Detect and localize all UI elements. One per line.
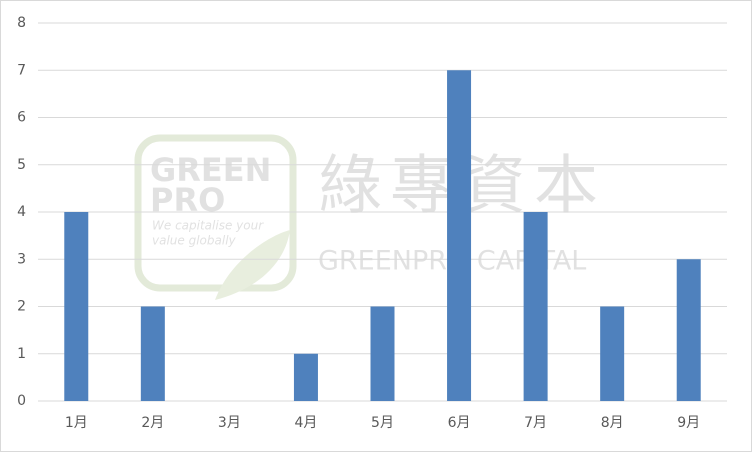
x-tick-label: 2月 xyxy=(141,415,164,431)
bar xyxy=(64,212,89,401)
bar xyxy=(370,306,395,401)
x-tick-label: 6月 xyxy=(448,415,471,431)
x-tick-label: 8月 xyxy=(601,415,624,431)
bar xyxy=(600,306,625,401)
watermark-tagline: We capitalise your xyxy=(152,219,264,233)
watermark-logo-frame xyxy=(134,134,297,292)
bar xyxy=(447,70,472,401)
x-tick-label: 5月 xyxy=(371,415,394,431)
watermark-leaf xyxy=(215,230,290,300)
x-tick-label: 7月 xyxy=(524,415,547,431)
y-tick-label: 6 xyxy=(17,110,26,126)
watermark-logo: PRO xyxy=(150,181,225,219)
y-tick-label: 2 xyxy=(17,299,26,315)
x-tick-label: 4月 xyxy=(294,415,317,431)
y-tick-label: 3 xyxy=(17,251,26,267)
watermark-logo: GREEN xyxy=(150,151,271,189)
bar xyxy=(523,212,548,401)
y-tick-label: 4 xyxy=(17,204,26,220)
x-tick-label: 9月 xyxy=(677,415,700,431)
bar xyxy=(676,259,701,401)
y-tick-label: 0 xyxy=(17,393,26,409)
y-tick-label: 1 xyxy=(17,346,26,362)
x-tick-label: 1月 xyxy=(65,415,88,431)
y-tick-label: 7 xyxy=(17,62,26,78)
bar xyxy=(293,353,318,401)
watermark-tagline: value globally xyxy=(152,234,237,248)
x-tick-label: 3月 xyxy=(218,415,241,431)
y-tick-label: 5 xyxy=(17,157,26,173)
bar xyxy=(140,306,165,401)
y-tick-label: 8 xyxy=(17,15,26,31)
